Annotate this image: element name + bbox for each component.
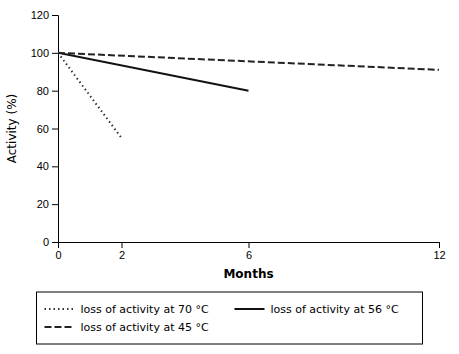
x-tick-label: 0 <box>55 249 61 261</box>
y-tick-label: 20 <box>37 198 49 210</box>
y-tick-label: 100 <box>31 47 49 59</box>
legend-entry: loss of activity at 56 °C <box>235 303 399 316</box>
y-tick-mark <box>52 242 58 243</box>
y-tick: 120 <box>31 9 58 21</box>
y-tick-label: 80 <box>37 85 49 97</box>
y-tick-label: 40 <box>37 160 49 172</box>
legend-label: loss of activity at 56 °C <box>271 303 399 316</box>
y-tick-mark <box>52 204 58 205</box>
x-tick: 2 <box>119 242 125 261</box>
y-tick: 20 <box>37 198 58 210</box>
legend-label: loss of activity at 45 °C <box>81 321 209 334</box>
legend-entry: loss of activity at 70 °C <box>45 303 209 316</box>
y-tick-label: 120 <box>31 9 49 21</box>
legend-swatch <box>235 308 265 310</box>
x-axis-title: Months <box>223 267 273 281</box>
y-tick: 60 <box>37 123 58 135</box>
legend-label: loss of activity at 70 °C <box>81 303 209 316</box>
x-tick-mark <box>439 242 440 248</box>
series-line <box>58 53 249 91</box>
legend: loss of activity at 70 °C loss of activit… <box>37 292 423 344</box>
x-tick: 12 <box>433 242 445 261</box>
series-line <box>58 53 122 138</box>
legend-frame <box>37 292 423 344</box>
y-tick-label: 0 <box>43 236 49 248</box>
x-tick-mark <box>122 242 123 248</box>
x-axis-line <box>59 243 440 249</box>
y-axis-line <box>52 16 59 243</box>
x-tick-mark <box>249 242 250 248</box>
plot: 02612020406080100120 <box>31 9 446 261</box>
x-tick: 0 <box>55 242 61 261</box>
y-axis: 0 20 40 60 80 100 120 <box>31 9 59 248</box>
y-tick: 0 <box>43 236 58 248</box>
y-axis-title: Activity (%) <box>5 94 19 163</box>
x-axis: 0 2 6 12 <box>55 242 445 261</box>
y-tick: 80 <box>37 85 58 97</box>
y-tick-mark <box>52 15 58 16</box>
y-tick-mark <box>52 166 58 167</box>
lines <box>58 53 439 138</box>
series-line <box>58 53 439 70</box>
y-tick-mark <box>52 53 58 54</box>
legend-entry: loss of activity at 45 °C <box>45 321 209 334</box>
y-tick-mark <box>52 129 58 130</box>
x-tick-label: 2 <box>119 249 125 261</box>
legend-swatch <box>45 326 75 328</box>
y-tick-mark <box>52 91 58 92</box>
x-tick-label: 12 <box>433 249 445 261</box>
y-tick: 100 <box>31 47 58 59</box>
chart: 02612020406080100120MonthsActivity (%)lo… <box>0 0 459 354</box>
x-tick: 6 <box>246 242 252 261</box>
y-tick-label: 60 <box>37 123 49 135</box>
y-tick: 40 <box>37 160 58 172</box>
x-tick-label: 6 <box>246 249 252 261</box>
legend-swatch <box>45 308 75 310</box>
